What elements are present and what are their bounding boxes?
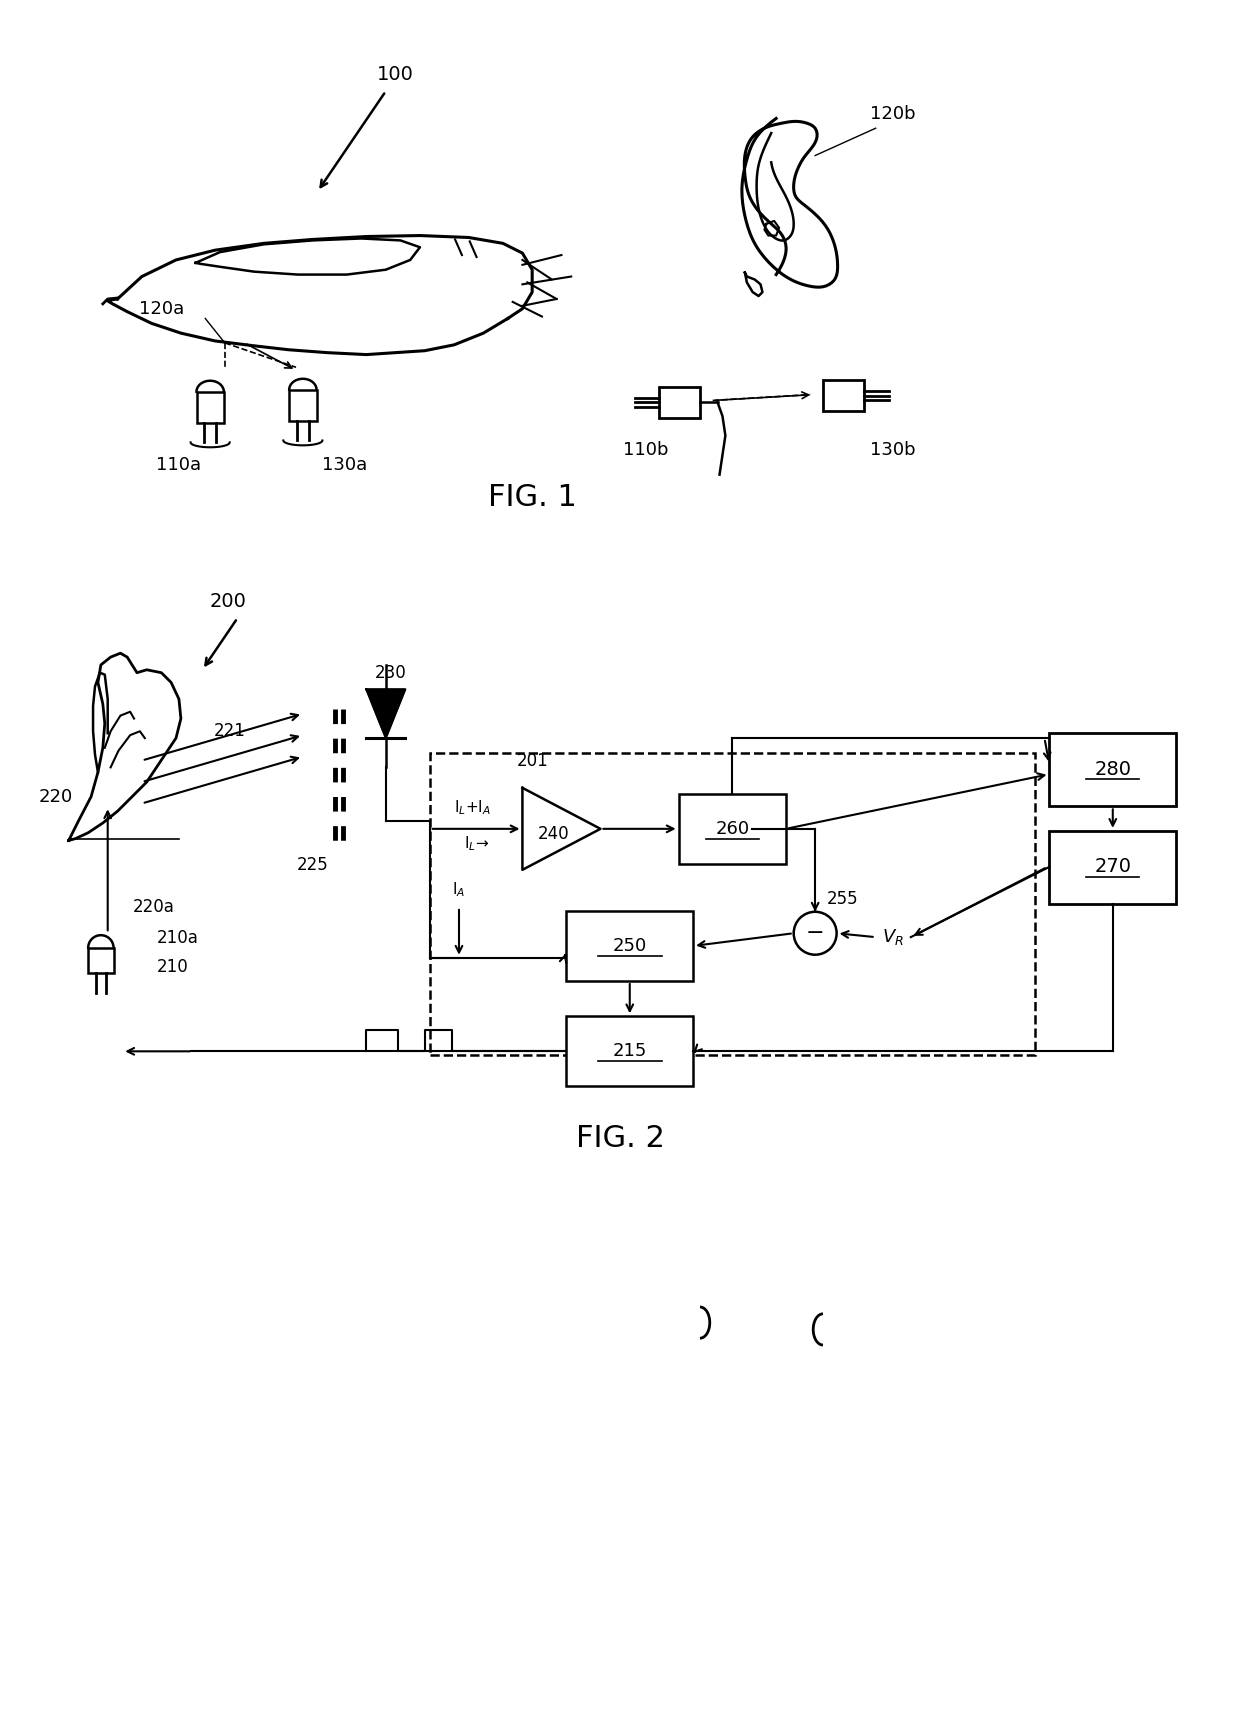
Bar: [196, 392, 224, 423]
Text: 225: 225: [296, 856, 329, 875]
Bar: [289, 390, 316, 421]
Text: 120b: 120b: [870, 105, 916, 122]
Text: 201: 201: [516, 752, 548, 769]
Circle shape: [794, 913, 837, 954]
Text: 255: 255: [827, 890, 858, 907]
Bar: [823, 380, 864, 411]
Bar: [1049, 831, 1177, 904]
Text: 200: 200: [210, 592, 247, 611]
Text: 100: 100: [377, 66, 414, 85]
Text: V$_R$: V$_R$: [882, 926, 904, 947]
Text: 120a: 120a: [139, 300, 184, 317]
Text: 130a: 130a: [322, 455, 367, 474]
Bar: [430, 752, 1034, 1056]
Text: 280: 280: [1094, 759, 1131, 778]
Bar: [1049, 733, 1177, 806]
Text: 220a: 220a: [133, 899, 175, 916]
Text: 250: 250: [613, 937, 647, 956]
Text: 221: 221: [213, 723, 246, 740]
Text: 240: 240: [538, 825, 569, 844]
Text: 210a: 210a: [156, 930, 198, 947]
Text: 270: 270: [1094, 857, 1131, 876]
Text: 260: 260: [715, 819, 749, 838]
Text: I$_L$+I$_A$: I$_L$+I$_A$: [454, 799, 491, 816]
Bar: [567, 911, 693, 982]
Text: 215: 215: [613, 1042, 647, 1061]
Text: 130b: 130b: [870, 442, 916, 459]
Text: I$_A$: I$_A$: [453, 880, 465, 899]
Text: 210: 210: [156, 959, 188, 976]
Text: 220: 220: [38, 788, 73, 806]
Text: −: −: [806, 923, 825, 944]
Text: 110b: 110b: [622, 442, 668, 459]
Bar: [567, 1016, 693, 1087]
Polygon shape: [366, 690, 405, 738]
Text: I$_L$→: I$_L$→: [464, 835, 489, 852]
Bar: [88, 947, 114, 973]
Text: 230: 230: [374, 664, 407, 681]
Bar: [658, 386, 701, 417]
Text: FIG. 2: FIG. 2: [575, 1123, 665, 1152]
Text: FIG. 1: FIG. 1: [487, 483, 577, 512]
Text: 110a: 110a: [156, 455, 201, 474]
Bar: [678, 794, 786, 864]
